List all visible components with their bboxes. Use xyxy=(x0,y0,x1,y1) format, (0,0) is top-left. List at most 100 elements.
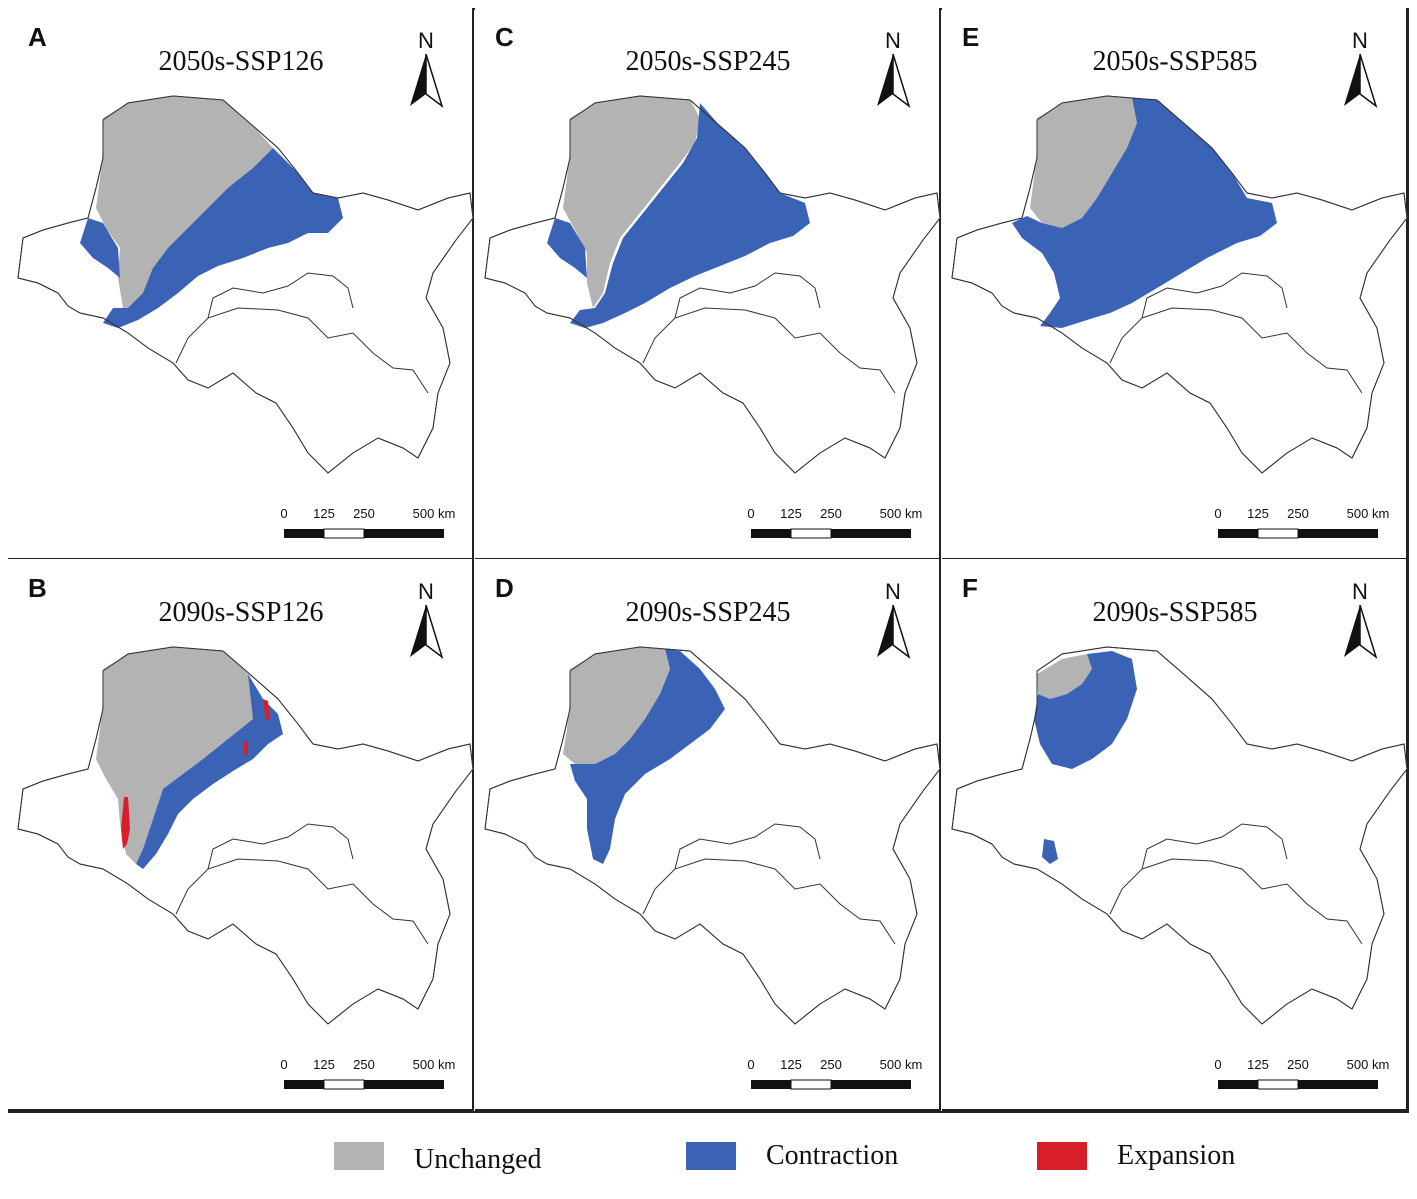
scale-tick-label: 125 xyxy=(313,506,335,521)
north-label: N xyxy=(1352,579,1368,604)
scale-tick-label: 250 xyxy=(353,506,375,521)
scale-tick-label: 500 km xyxy=(1346,506,1390,521)
scale-tick-label: 250 xyxy=(820,1057,842,1072)
border-line xyxy=(175,307,429,394)
panel-title: 2050s-SSP585 xyxy=(1092,46,1258,77)
scale-tick-label: 250 xyxy=(820,506,842,521)
north-arrow-icon: N xyxy=(406,579,456,669)
scale-tick-label: 500 km xyxy=(1346,1057,1390,1072)
distribution-map xyxy=(484,646,941,1025)
panel-title: 2090s-SSP585 xyxy=(1092,597,1258,628)
panel-letter: C xyxy=(495,22,514,52)
panel-title: 2050s-SSP126 xyxy=(158,46,324,77)
north-label: N xyxy=(418,579,434,604)
scale-tick-label: 500 km xyxy=(412,1057,456,1072)
province-outline-stroke xyxy=(951,646,1408,1025)
unchanged-area xyxy=(563,647,670,764)
north-label: N xyxy=(885,28,901,53)
panel-letter: F xyxy=(962,573,978,603)
north-arrow-icon: N xyxy=(406,28,456,118)
border-line xyxy=(1109,858,1363,945)
legend-label: Unchanged xyxy=(414,1144,542,1175)
province-outline-stroke xyxy=(17,95,474,474)
contraction-area xyxy=(80,148,343,328)
panel-letter: E xyxy=(962,22,980,52)
legend: Unchanged Contraction Expansion xyxy=(0,1120,1417,1199)
distribution-map xyxy=(951,646,1408,1025)
contraction-area xyxy=(570,649,725,864)
scale-bar: 0 125 250 500 km xyxy=(1208,1057,1389,1097)
border-line xyxy=(642,307,896,394)
scale-tick-label: 500 km xyxy=(412,506,456,521)
scale-bar: 0 125 250 500 km xyxy=(274,506,455,546)
north-label: N xyxy=(885,579,901,604)
distribution-map xyxy=(17,646,474,1025)
scale-tick-label: 125 xyxy=(313,1057,335,1072)
panel-title: 2090s-SSP126 xyxy=(158,597,324,628)
map-panel-e: E 2050s-SSP585 N 0 125 250 500 km xyxy=(942,8,1408,560)
distribution-map xyxy=(17,95,474,474)
map-panel-d: D 2090s-SSP245 N 0 125 250 500 km xyxy=(475,559,941,1111)
panel-letter: B xyxy=(28,573,47,603)
province-outline xyxy=(951,646,1408,1025)
contraction-area xyxy=(547,103,810,328)
scale-tick-label: 125 xyxy=(780,1057,802,1072)
border-line xyxy=(1109,307,1363,394)
unchanged-area xyxy=(96,96,273,308)
scale-bar: 0 125 250 500 km xyxy=(741,506,922,546)
scale-tick-label: 500 km xyxy=(879,1057,923,1072)
scale-tick-label: 0 xyxy=(1214,506,1222,521)
legend-label: Contraction xyxy=(766,1140,899,1171)
scale-tick-label: 125 xyxy=(780,506,802,521)
province-outline-stroke xyxy=(17,646,474,1025)
scale-tick-label: 250 xyxy=(1287,506,1309,521)
scale-tick-label: 250 xyxy=(1287,1057,1309,1072)
scale-tick-label: 0 xyxy=(747,1057,755,1072)
border-line xyxy=(207,823,354,870)
scale-tick-label: 125 xyxy=(1247,1057,1269,1072)
north-label: N xyxy=(1352,28,1368,53)
legend-swatch-expansion xyxy=(1037,1142,1087,1170)
map-panel-c: C 2050s-SSP245 N 0 125 250 500 km xyxy=(475,8,941,560)
north-label: N xyxy=(418,28,434,53)
scale-bar: 0 125 250 500 km xyxy=(741,1057,922,1097)
legend-swatch-unchanged xyxy=(334,1142,384,1170)
scale-tick-label: 0 xyxy=(280,506,288,521)
map-panel-a: A 2050s-SSP126 N 0 125 250 500 km xyxy=(8,8,474,560)
north-arrow-icon: N xyxy=(1340,579,1390,669)
scale-tick-label: 0 xyxy=(280,1057,288,1072)
scale-tick-label: 125 xyxy=(1247,506,1269,521)
scale-bar: 0 125 250 500 km xyxy=(274,1057,455,1097)
north-arrow-icon: N xyxy=(873,579,923,669)
contraction-area xyxy=(1012,98,1277,328)
distribution-map xyxy=(484,95,941,474)
border-line xyxy=(175,858,429,945)
province-outline-stroke xyxy=(484,646,941,1025)
border-line xyxy=(642,858,896,945)
legend-label: Expansion xyxy=(1117,1140,1236,1171)
unchanged-area xyxy=(96,647,263,864)
contraction-area xyxy=(136,674,283,869)
distribution-map xyxy=(951,95,1408,474)
legend-swatch-contraction xyxy=(686,1142,736,1170)
map-panel-b: B 2090s-SSP126 N 0 125 250 500 km xyxy=(8,559,474,1111)
province-outline-stroke xyxy=(951,95,1408,474)
scale-tick-label: 0 xyxy=(1214,1057,1222,1072)
contraction-area xyxy=(1034,651,1137,864)
panel-letter: A xyxy=(28,22,47,52)
unchanged-area xyxy=(563,96,700,308)
scale-tick-label: 250 xyxy=(353,1057,375,1072)
border-line xyxy=(207,272,354,319)
scale-tick-label: 0 xyxy=(747,506,755,521)
north-arrow-icon: N xyxy=(873,28,923,118)
panel-title: 2090s-SSP245 xyxy=(625,597,791,628)
north-arrow-icon: N xyxy=(1340,28,1390,118)
scale-bar: 0 125 250 500 km xyxy=(1208,506,1389,546)
unchanged-area xyxy=(1037,654,1092,699)
panel-letter: D xyxy=(495,573,514,603)
border-line xyxy=(674,272,821,319)
province-outline-stroke xyxy=(484,95,941,474)
panel-title: 2050s-SSP245 xyxy=(625,46,791,77)
border-line xyxy=(674,823,821,870)
unchanged-area xyxy=(1030,96,1137,228)
